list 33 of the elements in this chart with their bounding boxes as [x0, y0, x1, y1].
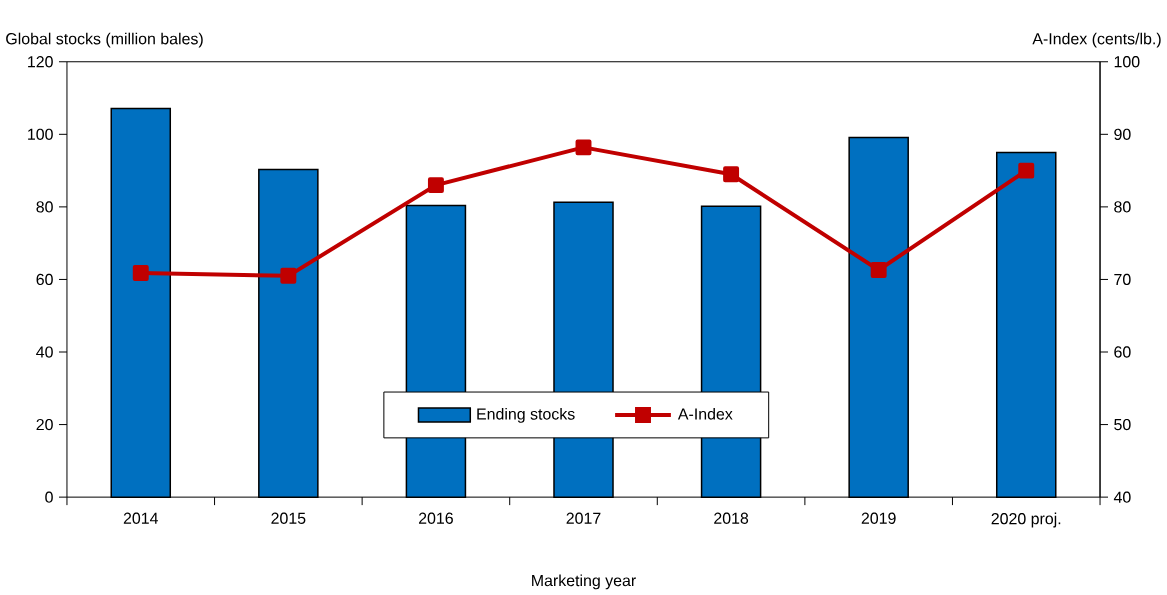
point: [870, 262, 887, 279]
y2-tick-label: 100: [1114, 56, 1140, 68]
y-tick-label: 20: [36, 419, 53, 431]
legend-label: Ending stocks: [477, 408, 575, 424]
y-tick-label: 60: [36, 273, 53, 286]
point: [575, 139, 592, 156]
point: [723, 166, 740, 183]
y-tick-label: 40: [36, 346, 53, 358]
y-tick-label: 80: [36, 201, 53, 213]
y-tick-label: 100: [28, 128, 53, 141]
x-tick-label: 2017: [566, 512, 601, 525]
y2-tick-label: 60: [1114, 346, 1131, 358]
x-tick-label: 2018: [714, 512, 749, 525]
x-tick-label: 2015: [271, 512, 306, 525]
x-tick-label: 2020 proj.: [991, 512, 1061, 528]
y-axis-title: Global stocks (million bales): [6, 32, 203, 48]
y2-tick-label: 40: [1113, 491, 1131, 503]
x-axis-title: Marketing year: [532, 574, 636, 590]
y2-tick-label: 80: [1114, 201, 1131, 213]
y2-tick-label: 50: [1114, 419, 1131, 431]
point: [132, 265, 149, 282]
x-tick-label: 2016: [418, 512, 453, 525]
y-tick-label: 120: [28, 56, 53, 68]
y-tick-label: 0: [45, 491, 53, 503]
x-tick-label: 2019: [861, 512, 896, 525]
y2-tick-label: 90: [1114, 128, 1131, 141]
legend-label: A-Index: [677, 408, 733, 420]
point: [427, 177, 444, 194]
y2-tick-label: 70: [1114, 273, 1131, 286]
y2-axis-title: A-Index (cents/lb.): [1032, 32, 1161, 48]
point: [1018, 162, 1035, 179]
point: [280, 268, 297, 284]
x-tick-label: 2014: [123, 512, 159, 525]
